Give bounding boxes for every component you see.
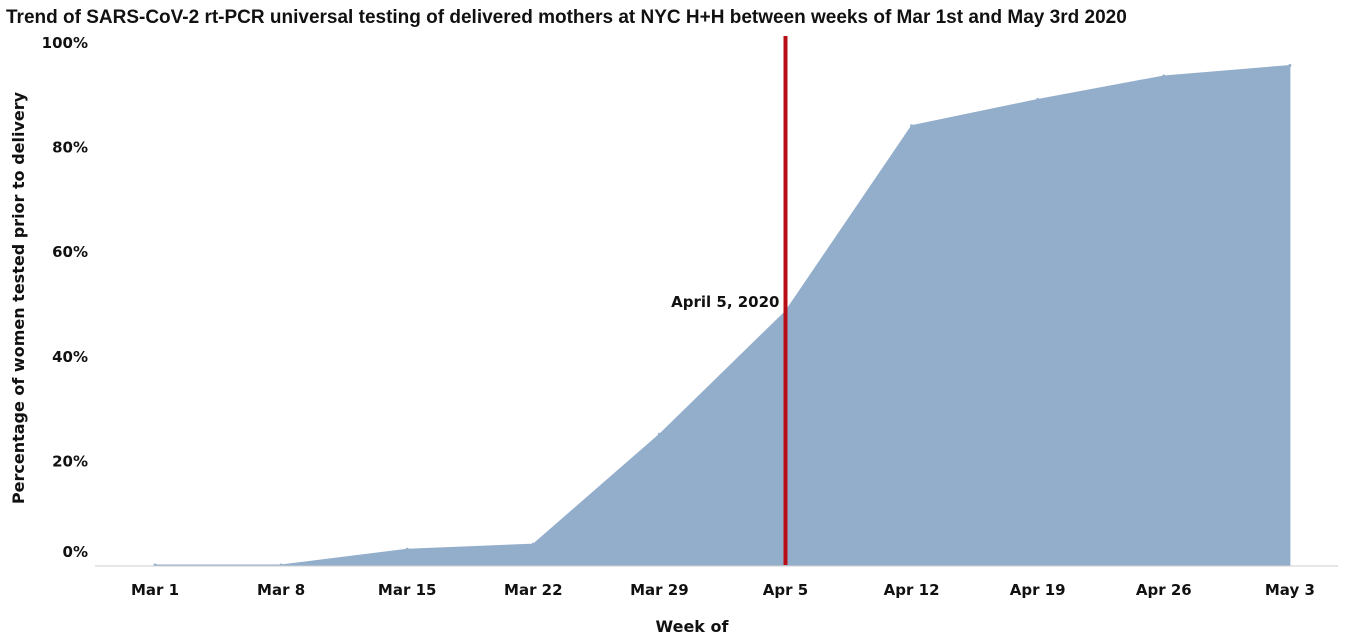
area-series (153, 64, 1292, 567)
area-fill (155, 64, 1291, 566)
data-point (657, 432, 661, 436)
y-tick-label: 60% (52, 243, 88, 261)
chart-title: Trend of SARS-CoV-2 rt-PCR universal tes… (6, 7, 1127, 28)
x-tick-label: Mar 29 (630, 581, 689, 599)
x-axis-label: Week of (656, 617, 730, 634)
x-tick-label: Mar 22 (504, 581, 563, 599)
x-tick-label: Mar 1 (131, 581, 179, 599)
x-tick-label: Mar 8 (257, 581, 305, 599)
y-tick-label: 0% (63, 543, 88, 561)
y-tick-label: 80% (52, 139, 88, 157)
y-tick-label: 40% (52, 348, 88, 366)
data-point (1288, 64, 1292, 67)
y-axis-label: Percentage of women tested prior to deli… (9, 91, 28, 504)
annotation-label: April 5, 2020 (671, 293, 779, 311)
y-tick-label: 100% (42, 34, 88, 52)
y-axis-ticks: 0% 20% 40% 60% 80% 100% (42, 34, 88, 561)
x-tick-label: Apr 26 (1136, 581, 1192, 599)
x-tick-label: Apr 19 (1010, 581, 1066, 599)
data-point (910, 124, 914, 128)
data-point (1162, 74, 1166, 78)
x-tick-label: Apr 12 (884, 581, 940, 599)
x-tick-label: Mar 15 (378, 581, 437, 599)
annotation-layer: April 5, 2020 (671, 36, 788, 565)
data-point (531, 542, 535, 546)
x-tick-label: Apr 5 (763, 581, 808, 599)
data-point (405, 547, 409, 551)
x-tick-label: May 3 (1265, 581, 1315, 599)
y-tick-label: 20% (52, 452, 88, 470)
x-axis-ticks: Mar 1 Mar 8 Mar 15 Mar 22 Mar 29 Apr 5 Apr 12 A… (131, 581, 1315, 599)
data-point (1036, 98, 1040, 101)
